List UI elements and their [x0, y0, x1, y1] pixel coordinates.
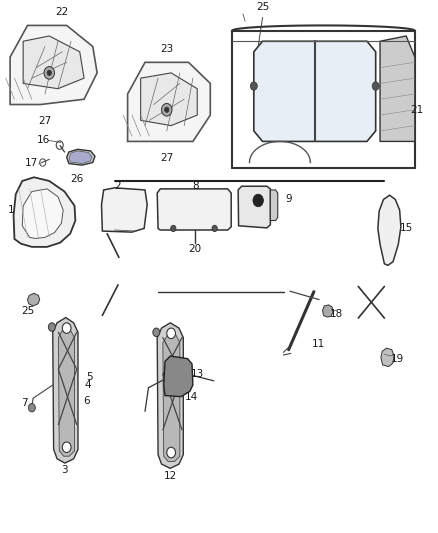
Circle shape: [171, 225, 176, 232]
Polygon shape: [28, 293, 40, 306]
Text: 20: 20: [188, 244, 201, 254]
Text: 16: 16: [36, 135, 50, 145]
Text: 21: 21: [410, 105, 424, 115]
Text: 17: 17: [25, 158, 38, 168]
Text: 27: 27: [38, 116, 52, 126]
Circle shape: [167, 447, 176, 458]
Text: 3: 3: [62, 465, 68, 475]
Polygon shape: [127, 62, 210, 141]
Text: 11: 11: [311, 340, 325, 350]
Text: 15: 15: [399, 223, 413, 233]
Polygon shape: [378, 195, 401, 265]
Circle shape: [44, 67, 54, 79]
Text: 23: 23: [160, 44, 173, 54]
Text: 1: 1: [7, 205, 14, 215]
Text: 12: 12: [164, 471, 177, 481]
Circle shape: [28, 403, 35, 412]
Polygon shape: [238, 186, 270, 228]
Polygon shape: [22, 189, 63, 238]
Polygon shape: [270, 190, 278, 221]
Polygon shape: [10, 26, 97, 104]
Text: 5: 5: [86, 372, 93, 382]
Circle shape: [48, 323, 55, 331]
Circle shape: [167, 328, 176, 338]
Polygon shape: [254, 41, 376, 141]
Polygon shape: [23, 36, 84, 88]
Text: 25: 25: [21, 306, 34, 316]
Polygon shape: [157, 323, 184, 469]
Polygon shape: [322, 305, 333, 317]
Polygon shape: [163, 332, 180, 462]
Text: 26: 26: [71, 174, 84, 184]
Circle shape: [47, 70, 51, 76]
Circle shape: [153, 328, 160, 336]
Polygon shape: [141, 73, 197, 126]
Polygon shape: [381, 348, 394, 367]
Text: 4: 4: [84, 380, 91, 390]
Text: 2: 2: [115, 181, 121, 191]
Polygon shape: [67, 149, 95, 165]
Polygon shape: [69, 151, 92, 164]
Text: 9: 9: [285, 195, 292, 205]
Circle shape: [253, 194, 263, 207]
Text: 25: 25: [256, 2, 269, 12]
Text: 27: 27: [160, 154, 173, 163]
Text: 22: 22: [56, 7, 69, 17]
Circle shape: [62, 323, 71, 333]
Text: 18: 18: [330, 309, 343, 319]
Text: 14: 14: [184, 392, 198, 402]
Text: 6: 6: [83, 396, 90, 406]
Circle shape: [212, 225, 217, 232]
Polygon shape: [164, 356, 193, 397]
Text: 7: 7: [21, 399, 28, 408]
Polygon shape: [380, 36, 415, 141]
Text: 8: 8: [192, 181, 198, 191]
Text: 19: 19: [391, 354, 404, 364]
Polygon shape: [53, 318, 78, 463]
Polygon shape: [102, 188, 147, 232]
Circle shape: [251, 82, 257, 90]
Circle shape: [62, 442, 71, 453]
Polygon shape: [157, 189, 231, 230]
Circle shape: [372, 82, 379, 90]
Circle shape: [165, 107, 169, 112]
Polygon shape: [14, 177, 75, 247]
Text: 13: 13: [191, 369, 204, 379]
Circle shape: [162, 103, 172, 116]
Polygon shape: [58, 328, 74, 456]
